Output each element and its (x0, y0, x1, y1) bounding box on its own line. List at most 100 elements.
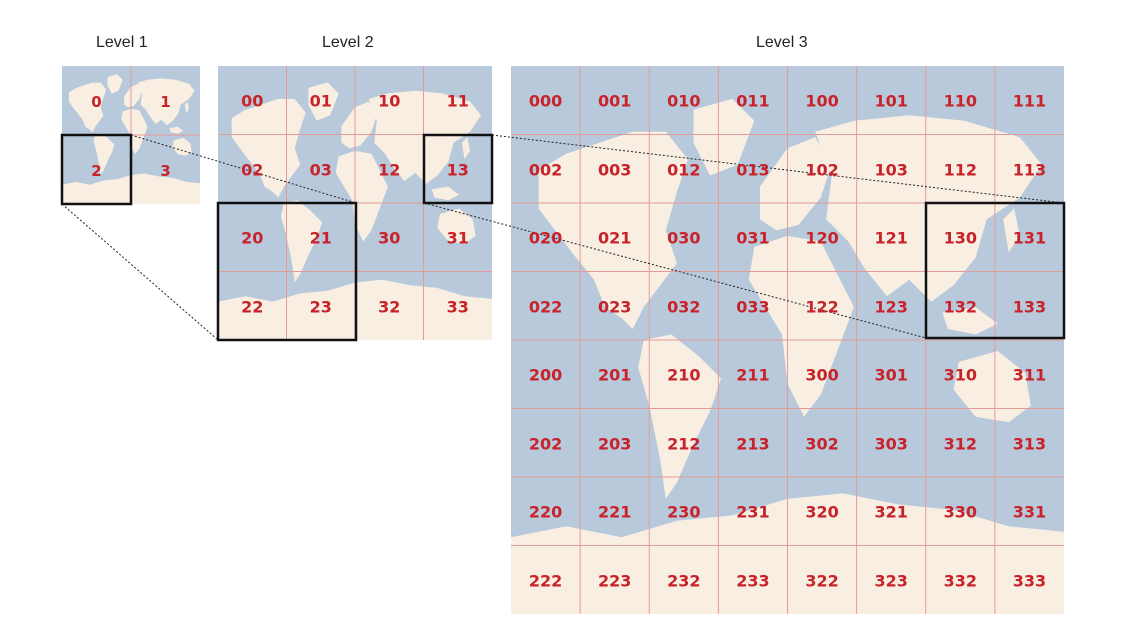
tile-label: 231 (736, 502, 770, 522)
tile-label: 232 (667, 571, 701, 591)
level-2-title: Level 2 (322, 34, 374, 51)
tile-label: 300 (805, 365, 839, 385)
tile-label: 121 (874, 228, 908, 248)
tile-label: 01 (309, 91, 332, 111)
tile-label: 1 (160, 92, 171, 111)
landmass (308, 82, 339, 121)
tile-label: 303 (874, 434, 908, 454)
tile-label: 02 (241, 160, 264, 180)
zoom-connector-line (61, 203, 219, 341)
landmass (341, 101, 377, 149)
tile-label: 020 (528, 228, 563, 248)
tile-label: 110 (943, 91, 978, 111)
tile-label: 03 (309, 160, 332, 180)
tile-label: 331 (1012, 502, 1047, 522)
landmass (942, 307, 998, 335)
landmass (184, 101, 189, 113)
tile-label: 22 (241, 297, 264, 317)
tile-label: 031 (736, 228, 770, 248)
tile-label: 200 (528, 365, 563, 385)
tile-label: 101 (874, 91, 908, 111)
landmass (335, 150, 388, 242)
landmass (68, 82, 107, 133)
tile-label: 0 (91, 92, 102, 111)
tile-label: 302 (805, 434, 839, 454)
tile-label: 33 (446, 297, 469, 317)
tile-label: 131 (1012, 228, 1047, 248)
tile-label: 213 (736, 434, 770, 454)
tile-label: 001 (597, 91, 632, 111)
tile-label: 212 (667, 434, 701, 454)
tile-label: 032 (667, 297, 701, 317)
landmass (815, 115, 1042, 302)
landmass (169, 126, 184, 134)
landmass (437, 208, 476, 245)
tile-label: 201 (597, 365, 632, 385)
landmass (953, 351, 1031, 423)
tile-label: 223 (597, 571, 632, 591)
tile-label: 133 (1012, 297, 1047, 317)
landmass (638, 334, 722, 499)
landmass (431, 186, 460, 201)
zoom-connector-line (491, 134, 1065, 204)
tile-label: 120 (805, 228, 839, 248)
tile-label: 033 (736, 297, 770, 317)
tile-label: 012 (667, 160, 701, 180)
tile-label: 130 (943, 228, 978, 248)
tile-label: 12 (378, 160, 401, 180)
level-3-map (511, 66, 1064, 614)
tile-label: 323 (874, 571, 908, 591)
tile-label: 320 (805, 502, 839, 522)
tile-label: 113 (1012, 160, 1047, 180)
tile-label: 123 (874, 297, 908, 317)
tile-label: 312 (943, 434, 978, 454)
landmass (107, 74, 123, 94)
tile-label: 002 (528, 160, 563, 180)
landmass (93, 133, 115, 175)
landmass (121, 108, 148, 155)
tile-label: 11 (446, 91, 469, 111)
tile-label: 322 (805, 571, 839, 591)
tile-label: 010 (667, 91, 701, 111)
tile-label: 111 (1012, 91, 1047, 111)
tile-label: 221 (597, 502, 632, 522)
highlight-tile-130-133 (924, 201, 1066, 340)
tile-label: 211 (736, 365, 770, 385)
level-1-title: Level 1 (96, 34, 148, 51)
tile-label: 13 (446, 160, 469, 180)
level-3-title: Level 3 (756, 34, 808, 51)
tile-label: 321 (874, 502, 908, 522)
tile-label: 21 (309, 228, 332, 248)
tile-label: 332 (943, 571, 978, 591)
tile-label: 203 (597, 434, 632, 454)
tile-label: 103 (874, 160, 908, 180)
tile-label: 013 (736, 160, 770, 180)
landmass (281, 200, 323, 283)
tile-label: 122 (805, 297, 839, 317)
tile-label: 112 (943, 160, 978, 180)
tile-label: 00 (241, 91, 264, 111)
landmass (693, 98, 755, 176)
landmass (137, 78, 195, 126)
tile-label: 313 (1012, 434, 1047, 454)
landmass (1003, 208, 1020, 253)
tile-label: 210 (667, 365, 701, 385)
landmass (461, 137, 471, 160)
tile-label: 2 (91, 161, 102, 180)
highlight-tile-13 (422, 133, 494, 205)
tile-label: 233 (736, 571, 770, 591)
tile-label: 003 (597, 160, 632, 180)
tile-label: 022 (528, 297, 563, 317)
landmass (748, 235, 854, 417)
highlight-tile-2 (60, 133, 133, 206)
landmass (124, 83, 142, 108)
zoom-connector-line (423, 202, 927, 339)
tile-label: 023 (597, 297, 632, 317)
tile-label: 222 (528, 571, 563, 591)
tile-label: 202 (528, 434, 563, 454)
tile-label: 3 (160, 161, 171, 180)
tile-label: 132 (943, 297, 978, 317)
tile-label: 021 (597, 228, 632, 248)
tile-label: 30 (378, 228, 401, 248)
